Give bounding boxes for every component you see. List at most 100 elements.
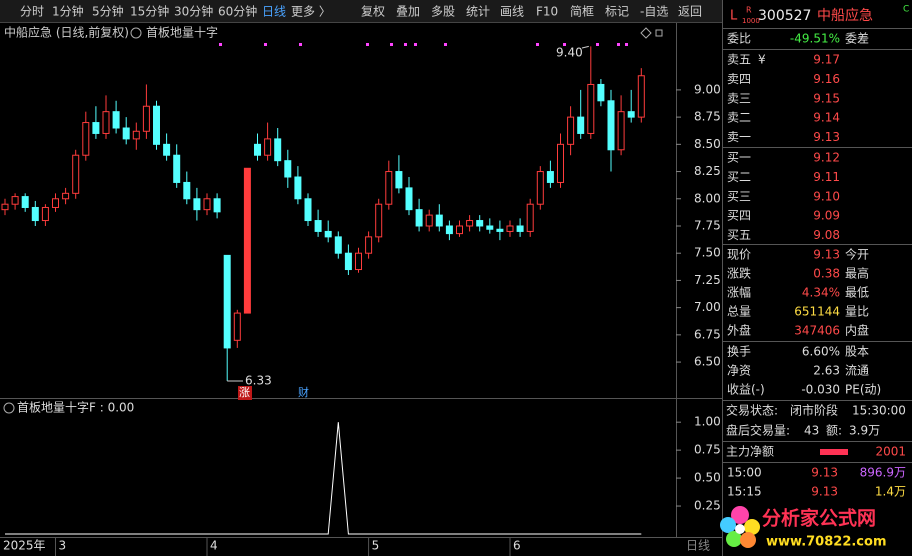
main-net-bar bbox=[820, 449, 848, 455]
y-tick-label: 7.25 bbox=[694, 273, 721, 287]
toolbar-button[interactable]: F10 bbox=[536, 5, 558, 19]
toolbar-button[interactable]: 日线 bbox=[262, 5, 286, 19]
order-price: 9.15 bbox=[813, 91, 840, 105]
annotation: 9.40 bbox=[556, 46, 583, 60]
label: 委差 bbox=[845, 32, 869, 46]
stat-label: 流通 bbox=[845, 364, 869, 378]
candle-body bbox=[264, 138, 272, 156]
badge bbox=[238, 386, 252, 400]
toolbar-button[interactable]: 30分钟 bbox=[174, 4, 213, 19]
toolbar-button[interactable]: 叠加 bbox=[396, 5, 420, 19]
signal-dot bbox=[617, 43, 620, 46]
toolbar-button[interactable]: 15分钟 bbox=[130, 4, 169, 19]
market: L bbox=[730, 9, 738, 24]
candle-body bbox=[82, 122, 90, 156]
icon[interactable] bbox=[3, 402, 15, 414]
y-tick-label: 8.50 bbox=[694, 137, 721, 151]
order-price: 9.08 bbox=[813, 228, 840, 242]
toolbar-button[interactable]: 60分钟 bbox=[218, 4, 257, 19]
order-price: 9.17 bbox=[813, 53, 840, 67]
candle-body bbox=[587, 83, 595, 134]
x-tick-label: 6 bbox=[513, 539, 521, 553]
signal-dot bbox=[563, 43, 566, 46]
candle-body bbox=[627, 111, 635, 118]
y-tick-label: 0.25 bbox=[694, 499, 721, 513]
y-tick-label: 0.50 bbox=[694, 471, 721, 485]
signal-dot bbox=[625, 43, 628, 46]
stat-label: 量比 bbox=[845, 305, 869, 319]
signal-dot bbox=[366, 43, 369, 46]
stat-value: -0.030 bbox=[801, 383, 840, 397]
order-price: 9.14 bbox=[813, 111, 840, 125]
candle-body bbox=[597, 83, 605, 102]
toolbar-button[interactable]: 多股 bbox=[431, 5, 455, 19]
tick-time: 15:15 bbox=[727, 485, 762, 499]
candle-body bbox=[607, 100, 615, 151]
stock-name: 中船应急 bbox=[817, 7, 873, 24]
candle-body bbox=[52, 198, 59, 208]
candle-body bbox=[173, 154, 181, 183]
order-price: 9.13 bbox=[813, 130, 840, 144]
toolbar-button[interactable]: -自选 bbox=[640, 5, 668, 19]
candle-body bbox=[72, 154, 80, 194]
stat-label: 内盘 bbox=[845, 323, 869, 338]
toolbar-button[interactable]: 画线 bbox=[500, 5, 524, 19]
y-tick-label: 7.50 bbox=[694, 246, 721, 260]
candle-body bbox=[11, 196, 19, 205]
candle-body bbox=[183, 181, 191, 200]
toolbar-button[interactable]: 返回 bbox=[678, 5, 702, 19]
order-label: 买五 bbox=[727, 228, 751, 242]
icon[interactable] bbox=[655, 29, 663, 37]
icon[interactable] bbox=[640, 27, 652, 39]
candle-body bbox=[435, 214, 443, 227]
candle-body bbox=[324, 230, 332, 238]
candle-body bbox=[62, 192, 70, 200]
candle-body bbox=[31, 206, 39, 222]
toolbar-button[interactable]: 复权 bbox=[361, 5, 385, 19]
candle-body bbox=[456, 225, 463, 235]
candle-body bbox=[193, 198, 201, 211]
stat-label: 最高 bbox=[845, 266, 869, 281]
y-tick-label: 8.00 bbox=[694, 191, 721, 205]
toolbar-button[interactable]: 标记 bbox=[605, 5, 629, 19]
order-label: 卖三 bbox=[727, 91, 751, 105]
chart-title: 中船应急 (日线,前复权) bbox=[4, 25, 129, 40]
candle-body bbox=[577, 116, 585, 134]
stat-value: 2.63 bbox=[813, 364, 840, 378]
icon[interactable] bbox=[130, 27, 142, 39]
petal bbox=[731, 506, 749, 524]
candle-body bbox=[344, 252, 352, 271]
candle-body bbox=[567, 116, 575, 145]
candle-body bbox=[466, 220, 474, 227]
signal-dot bbox=[444, 43, 447, 46]
signal-dot bbox=[536, 43, 539, 46]
stat-value: 0.38 bbox=[813, 267, 840, 281]
candle-body bbox=[163, 143, 171, 156]
candle-body bbox=[21, 196, 29, 208]
candle-body bbox=[506, 225, 514, 232]
stat-label: 净资 bbox=[727, 364, 751, 378]
candle-body bbox=[486, 225, 494, 230]
indicator-title: 首板地量十字F : 0.00 bbox=[17, 400, 134, 415]
x-tick-label: 4 bbox=[210, 539, 218, 553]
candle-body bbox=[405, 187, 413, 211]
after-label: 额: bbox=[826, 424, 842, 438]
stat-label: 股本 bbox=[845, 345, 869, 359]
y-tick-label: 0.75 bbox=[694, 443, 721, 457]
order-label: 卖一 bbox=[727, 130, 751, 144]
toolbar-button[interactable]: 统计 bbox=[466, 5, 490, 19]
x-tick-label: 5 bbox=[372, 539, 380, 553]
candle-body bbox=[284, 160, 292, 178]
x-tick-label: 3 bbox=[59, 539, 67, 553]
toolbar-button[interactable]: 简框 bbox=[570, 5, 594, 19]
candle-body bbox=[153, 105, 160, 145]
toolbar-button[interactable]: 更多 〉 bbox=[291, 5, 331, 19]
y-tick-label: 7.00 bbox=[694, 300, 721, 314]
badge-bottom: 1000 bbox=[742, 17, 760, 25]
toolbar-button[interactable]: 5分钟 bbox=[92, 4, 124, 19]
toolbar-button[interactable]: 分时 bbox=[20, 5, 44, 19]
toolbar-button[interactable]: 1分钟 bbox=[52, 4, 84, 19]
badge-top: R bbox=[746, 6, 752, 15]
candle-body bbox=[41, 206, 49, 222]
